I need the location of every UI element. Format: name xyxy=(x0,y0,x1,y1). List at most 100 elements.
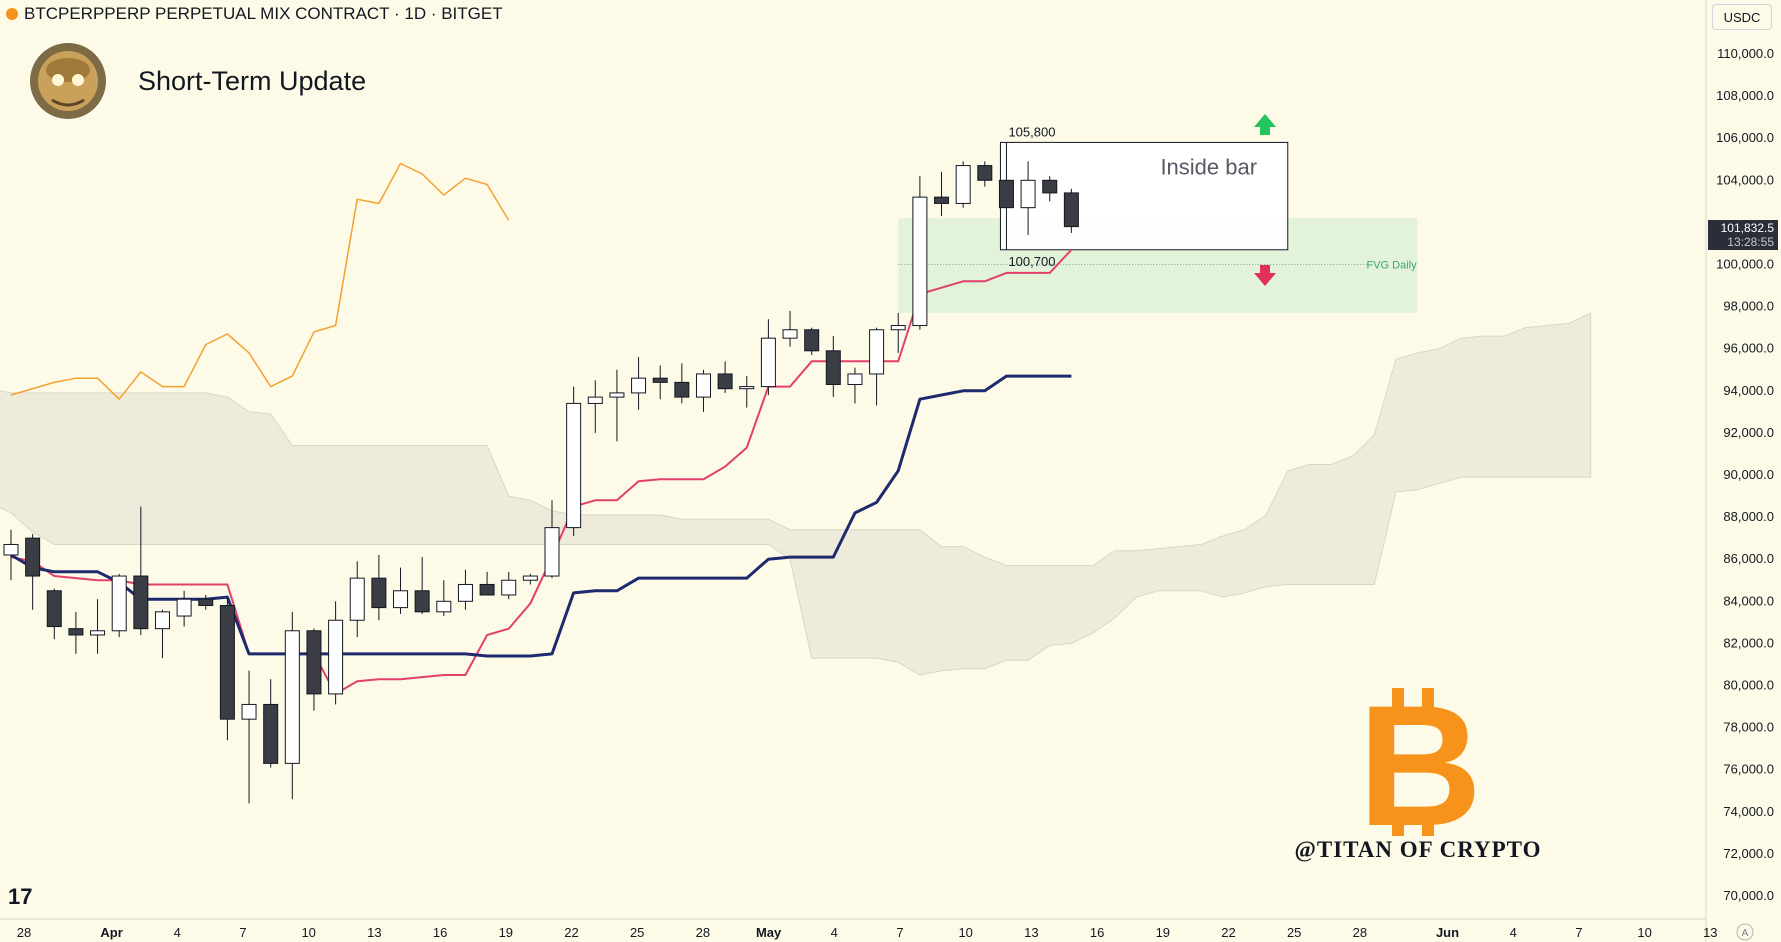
bitcoin-logo: B xyxy=(1358,670,1482,862)
last-price-label: 101,832.5 13:28:55 xyxy=(1708,220,1778,250)
candle-body xyxy=(717,373,733,390)
time-tick-label: 10 xyxy=(958,925,972,940)
time-scale[interactable]: 28 Apr 4 7 10 13 16 19 22 25 28 May 4 7 10 13 16 19 22 25 28… xyxy=(17,925,1718,940)
candle-body xyxy=(25,537,41,577)
candle-body xyxy=(631,377,647,394)
price-scale[interactable]: 110,000.0 108,000.0 106,000.0 104,000.0 100,… xyxy=(1716,46,1774,903)
ichimoku-cloud-area xyxy=(0,312,1592,676)
time-tick-label: 16 xyxy=(1090,925,1104,940)
price-tick-label: 76,000.0 xyxy=(1723,762,1774,777)
candle-body xyxy=(328,619,344,695)
symbol-header[interactable]: BTCPERPPERP PERPETUAL MIX CONTRACT · 1D … xyxy=(6,4,503,24)
candle-body xyxy=(869,329,885,375)
candle xyxy=(371,554,387,621)
candle xyxy=(414,557,430,614)
price-tick-label: 94,000.0 xyxy=(1723,383,1774,398)
candle-body xyxy=(609,392,625,398)
candle xyxy=(609,369,625,442)
candle-body xyxy=(349,577,365,621)
price-tick-label: 100,000.0 xyxy=(1716,257,1774,272)
candle xyxy=(46,588,62,640)
time-tick-label: 22 xyxy=(564,925,578,940)
watermark-text: @TITAN OF CRYPTO xyxy=(1294,837,1541,863)
orange-indicator-line xyxy=(10,162,510,400)
box-top-label: 105,800 xyxy=(1008,124,1055,139)
candle-body xyxy=(436,600,452,613)
candle xyxy=(284,611,300,800)
candle-body xyxy=(825,350,841,385)
candle xyxy=(198,594,214,610)
candles-layer xyxy=(3,142,1079,804)
candle-body xyxy=(133,575,149,630)
candle xyxy=(111,573,127,638)
down-arrow-icon xyxy=(1254,265,1276,286)
candle xyxy=(133,506,149,635)
candle-body xyxy=(176,598,192,617)
candle xyxy=(912,176,928,330)
tradingview-logo: 17 xyxy=(8,884,32,909)
currency-label: USDC xyxy=(1723,9,1761,25)
candle xyxy=(998,142,1014,250)
ichimoku-cloud xyxy=(0,312,1592,676)
time-tick-label: 7 xyxy=(239,925,246,940)
price-tick-label: 90,000.0 xyxy=(1723,467,1774,482)
candle-body xyxy=(998,179,1014,209)
inside-bar-label: Inside bar xyxy=(1160,154,1257,179)
auto-scale-button[interactable]: A xyxy=(1736,923,1754,941)
candle-body xyxy=(695,373,711,398)
candle xyxy=(717,361,733,393)
candle xyxy=(263,679,279,768)
candle xyxy=(890,312,906,353)
time-tick-label: 4 xyxy=(831,925,838,940)
candle xyxy=(1020,161,1036,236)
candle-body xyxy=(955,165,971,204)
candle-body xyxy=(977,165,993,181)
time-tick-label: 28 xyxy=(696,925,710,940)
candle-body xyxy=(912,196,928,327)
candle-body xyxy=(674,381,690,398)
price-tick-label: 84,000.0 xyxy=(1723,593,1774,608)
candle xyxy=(674,363,690,404)
candle-body xyxy=(501,579,517,596)
fvg-zone-layer xyxy=(898,141,1418,313)
countdown-value: 13:28:55 xyxy=(1727,235,1774,249)
candle-body xyxy=(111,575,127,632)
symbol-line: BTCPERPPERP PERPETUAL MIX CONTRACT · 1D … xyxy=(24,4,503,23)
price-tick-label: 106,000.0 xyxy=(1716,130,1774,145)
price-tick-label: 108,000.0 xyxy=(1716,88,1774,103)
price-tick-label: 96,000.0 xyxy=(1723,341,1774,356)
candle-body xyxy=(479,583,495,596)
up-arrow-icon xyxy=(1254,114,1276,135)
candle-body xyxy=(46,590,62,628)
candle xyxy=(90,599,106,654)
candle xyxy=(847,367,863,404)
candle xyxy=(955,161,971,208)
currency-selector[interactable]: USDC xyxy=(1712,4,1772,30)
candle-body xyxy=(544,527,560,577)
time-tick-label: 7 xyxy=(896,925,903,940)
candle-body xyxy=(522,575,538,581)
candle-body xyxy=(760,337,776,388)
candle xyxy=(219,599,235,741)
time-tick-label: 28 xyxy=(1353,925,1367,940)
price-tick-label: 74,000.0 xyxy=(1723,804,1774,819)
time-tick-label: May xyxy=(756,925,782,940)
candle xyxy=(501,571,517,600)
candle-body xyxy=(219,605,235,720)
candle-body xyxy=(414,590,430,613)
candle-body xyxy=(263,703,279,764)
candle xyxy=(782,310,798,347)
avatar xyxy=(30,43,106,119)
candle-body xyxy=(566,402,582,529)
red-indicator-line xyxy=(10,249,1073,695)
candle-body xyxy=(739,386,755,390)
price-tick-label: 92,000.0 xyxy=(1723,425,1774,440)
candle-body xyxy=(306,630,322,695)
candle xyxy=(1042,176,1058,202)
time-tick-label: 7 xyxy=(1575,925,1582,940)
candle xyxy=(393,567,409,614)
candle-body xyxy=(652,377,668,383)
candle-body xyxy=(393,590,409,609)
